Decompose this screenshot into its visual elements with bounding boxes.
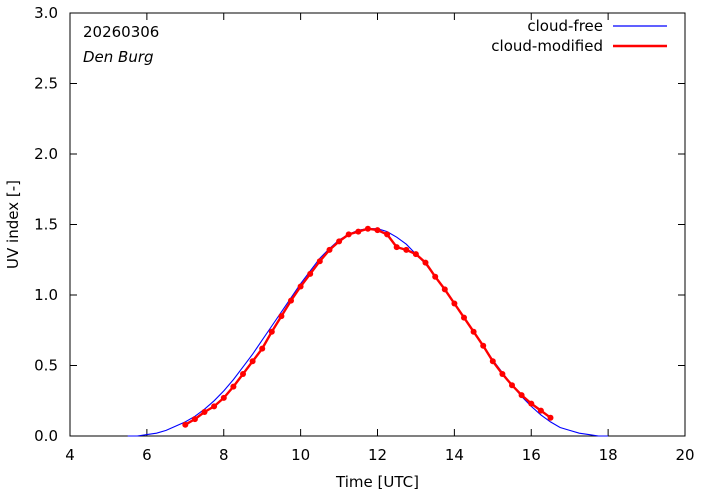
data-point-cloud-modified [451,300,458,307]
series-layer [127,225,609,437]
data-point-cloud-modified [297,283,304,290]
data-point-cloud-modified [422,259,429,266]
data-point-cloud-modified [374,227,381,234]
data-point-cloud-modified [364,225,371,232]
data-point-cloud-modified [489,358,496,365]
x-tick-label: 16 [522,446,541,464]
y-tick-label: 1.0 [34,286,58,304]
data-point-cloud-modified [499,371,506,377]
data-point-cloud-modified [278,313,285,320]
data-point-cloud-modified [230,383,237,390]
data-point-cloud-modified [326,246,333,253]
data-point-cloud-modified [268,328,275,335]
data-point-cloud-modified [384,231,391,238]
data-point-cloud-modified [537,407,544,414]
data-point-cloud-modified [240,371,246,377]
annotation-date: 20260306 [83,23,159,41]
x-axis-ticks: 4 6 8 10 12 14 16 18 20 [65,13,695,464]
data-point-cloud-modified [470,328,477,335]
data-point-cloud-modified [288,297,294,304]
data-point-cloud-modified [191,416,198,423]
data-point-cloud-modified [336,238,343,245]
y-tick-label: 0.5 [34,357,58,375]
data-point-cloud-modified [403,246,410,253]
legend-label-cloud-modified: cloud-modified [491,37,603,55]
y-axis-title: UV index [-] [4,180,22,269]
data-point-cloud-modified [201,409,208,415]
data-point-cloud-modified [528,400,535,407]
data-point-cloud-modified [461,314,467,321]
x-tick-label: 14 [445,446,464,464]
x-tick-label: 4 [65,446,75,464]
legend: cloud-free cloud-modified [491,17,667,55]
x-tick-label: 18 [599,446,618,464]
y-tick-label: 2.5 [34,75,58,93]
data-point-cloud-modified [220,394,227,401]
annotation-location: Den Burg [83,48,154,66]
series-line-cloud-free [127,228,609,437]
x-tick-label: 6 [142,446,152,464]
series-line-cloud-modified [184,227,552,426]
y-tick-label: 1.5 [34,216,58,234]
data-point-cloud-modified [249,358,256,365]
y-axis-ticks: 0.0 0.5 1.0 1.5 2.0 2.5 3.0 [34,4,685,445]
x-tick-label: 12 [368,446,387,464]
data-point-cloud-modified [345,231,352,238]
x-tick-label: 20 [675,446,694,464]
data-point-cloud-modified [211,403,218,410]
data-point-cloud-modified [393,244,400,251]
plot-frame [69,12,686,437]
data-point-cloud-modified [480,342,487,349]
data-point-cloud-modified [547,414,554,421]
data-point-cloud-modified [355,228,362,235]
y-tick-label: 0.0 [34,427,58,445]
data-point-cloud-modified [182,421,189,428]
data-point-cloud-modified [412,251,419,258]
x-tick-label: 10 [291,446,310,464]
data-point-cloud-modified [432,273,439,280]
data-point-cloud-modified [307,270,314,277]
data-point-cloud-modified [441,286,448,293]
data-point-cloud-modified [518,392,525,399]
data-point-cloud-modified [509,382,515,389]
legend-label-cloud-free: cloud-free [527,17,603,35]
data-point-cloud-modified [316,258,323,265]
x-tick-label: 8 [219,446,229,464]
data-point-cloud-modified [259,345,266,352]
y-tick-label: 2.0 [34,145,58,163]
plot-area: 4 6 8 10 12 14 16 18 20 0.0 0.5 1.0 1.5 2.0 2.5 3.0 [34,4,694,464]
y-tick-label: 3.0 [34,4,58,22]
x-axis-title: Time [UTC] [335,473,419,491]
